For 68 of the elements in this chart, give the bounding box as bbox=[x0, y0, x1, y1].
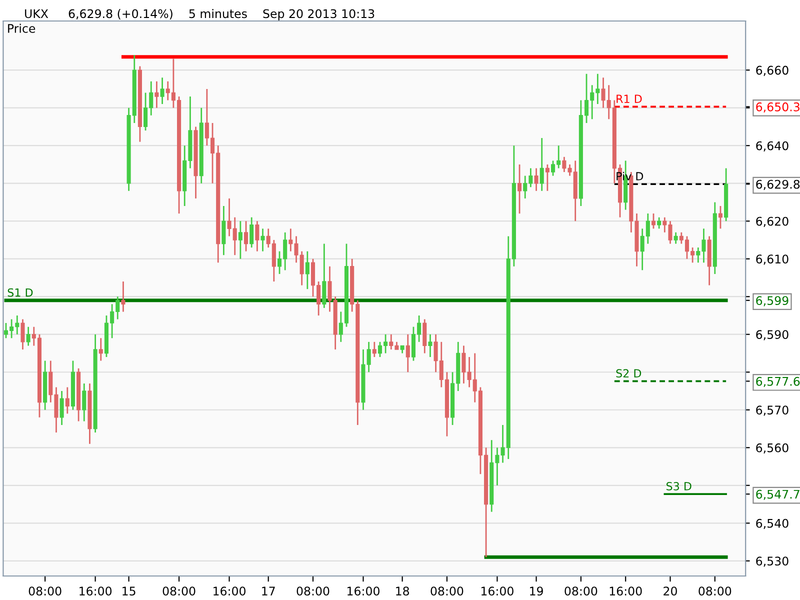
x-tick-label: 08:00 bbox=[698, 586, 732, 596]
candlestick bbox=[540, 137, 544, 192]
candlestick bbox=[82, 382, 86, 422]
x-tick-label: 16:00 bbox=[348, 586, 380, 596]
x-tick-label: 08:00 bbox=[564, 586, 598, 596]
x-tick-label: 17 bbox=[262, 586, 275, 596]
candlestick bbox=[60, 390, 64, 426]
x-tick-label: 19 bbox=[530, 586, 543, 596]
chart-subtitle: 6,629.8 (+0.14%) 5 minutes Sep 20 2013 10:13 bbox=[68, 9, 374, 20]
candlestick bbox=[462, 345, 466, 384]
series-label: R1 D bbox=[616, 94, 642, 103]
x-tick-label: 20 bbox=[664, 586, 677, 596]
candlestick bbox=[518, 164, 522, 214]
candlestick bbox=[222, 205, 226, 256]
candlestick bbox=[250, 216, 254, 248]
candlestick bbox=[26, 326, 30, 346]
y-axis-title: Price bbox=[8, 24, 36, 33]
candlestick bbox=[534, 168, 538, 192]
candlestick bbox=[322, 243, 326, 309]
candlestick bbox=[154, 80, 159, 109]
y-tick-label: 6,547.7 bbox=[756, 490, 800, 500]
x-tick-label: 16:00 bbox=[481, 586, 514, 596]
candlestick bbox=[372, 341, 376, 358]
candlestick bbox=[674, 232, 678, 244]
candlestick bbox=[255, 220, 260, 252]
candlestick bbox=[428, 334, 432, 358]
series-label: Piv D bbox=[616, 172, 644, 180]
x-tick-label: 16:00 bbox=[80, 586, 112, 596]
y-tick-label: 6,620 bbox=[756, 216, 788, 227]
x-tick-label: 16:00 bbox=[214, 586, 246, 596]
candlestick bbox=[651, 212, 656, 230]
y-tick-label: 6,530 bbox=[756, 556, 788, 567]
candlestick bbox=[98, 337, 103, 362]
y-tick-label: 6,660 bbox=[756, 66, 788, 76]
candlestick bbox=[657, 216, 662, 230]
y-tick-label: 6,650.3 bbox=[756, 102, 800, 113]
candlestick bbox=[121, 280, 126, 312]
series-label: S1 D bbox=[8, 288, 33, 297]
candlestick bbox=[65, 386, 70, 414]
chart-title: UKX bbox=[25, 9, 48, 18]
y-tick-label: 6,640 bbox=[756, 141, 788, 152]
series-label: S3 D bbox=[666, 482, 692, 490]
x-tick-label: 16:00 bbox=[610, 586, 642, 596]
y-tick-label: 6,570 bbox=[756, 406, 788, 416]
x-tick-label: 08:00 bbox=[28, 586, 62, 596]
candlestick bbox=[718, 205, 723, 230]
x-tick-label: 18 bbox=[396, 586, 410, 596]
candlestick bbox=[305, 250, 310, 290]
x-tick-label: 08:00 bbox=[430, 586, 464, 596]
y-tick-label: 6,610 bbox=[756, 254, 788, 265]
candlestick bbox=[20, 318, 25, 350]
y-tick-label: 6,560 bbox=[756, 443, 788, 454]
series-label: S2 D bbox=[616, 369, 642, 378]
candlestick bbox=[244, 220, 248, 252]
candlestick bbox=[545, 164, 550, 192]
candlestick bbox=[160, 76, 164, 105]
candlestick bbox=[260, 228, 265, 252]
y-tick-label: 6,590 bbox=[756, 330, 788, 340]
candlestick bbox=[238, 220, 242, 260]
y-tick-label: 6,599 bbox=[756, 296, 788, 306]
candlestick bbox=[422, 318, 427, 354]
y-tick-label: 6,540 bbox=[756, 518, 788, 529]
x-tick-label: 08:00 bbox=[296, 586, 330, 596]
x-tick-label: 15 bbox=[122, 586, 136, 596]
y-tick-label: 6,629.8 bbox=[756, 180, 800, 190]
x-tick-label: 08:00 bbox=[162, 586, 196, 596]
candlestick bbox=[406, 334, 410, 373]
y-tick-label: 6,577.6 bbox=[756, 376, 800, 388]
